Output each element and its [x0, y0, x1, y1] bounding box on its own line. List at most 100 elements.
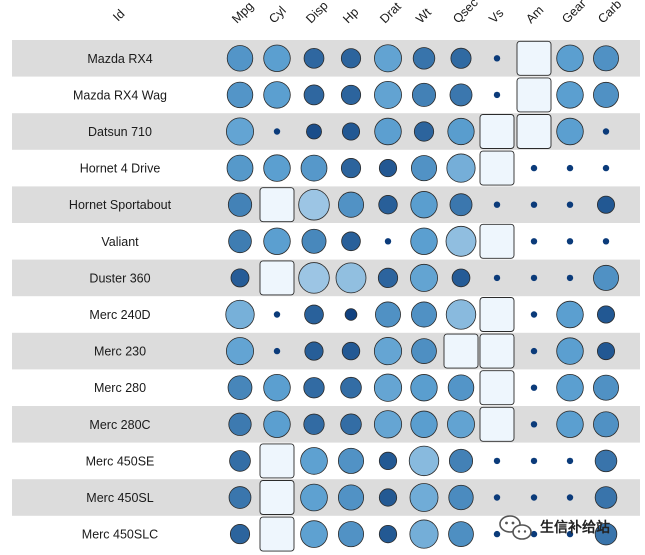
cell-mark-cyl — [263, 154, 291, 182]
cell-mark-drat — [378, 159, 398, 178]
cell-mark-disp — [304, 341, 324, 361]
cell-mark-cyl — [273, 311, 281, 318]
cell-mark-vs — [493, 91, 501, 99]
cell-mark-mpg — [227, 192, 253, 217]
cell-mark-disp — [303, 413, 325, 435]
cell-mark-mpg — [230, 268, 250, 288]
cell-mark-hp — [340, 413, 362, 436]
cell-mark-am — [530, 274, 538, 282]
cell-mark-gear — [566, 274, 574, 282]
cell-mark-gear — [566, 164, 574, 172]
cell-mark-am — [516, 40, 552, 76]
cell-mark-mpg — [226, 81, 254, 109]
cell-mark-hp — [341, 122, 361, 141]
row-label: Merc 450SLC — [82, 528, 158, 542]
column-label-vs: Vs — [486, 6, 506, 26]
row-label: Mazda RX4 — [87, 52, 152, 66]
cell-mark-cyl — [259, 516, 295, 552]
cell-mark-hp — [337, 191, 365, 218]
row-label: Hornet Sportabout — [69, 198, 172, 212]
cell-mark-am — [530, 238, 538, 245]
cell-mark-vs — [493, 530, 501, 538]
cell-mark-am — [530, 164, 538, 172]
row-label: Merc 230 — [94, 345, 146, 359]
cell-mark-hp — [337, 447, 365, 474]
cell-mark-carb — [593, 374, 619, 401]
cell-mark-qsec — [448, 448, 474, 473]
cell-mark-cyl — [263, 44, 291, 73]
cell-mark-drat — [373, 337, 403, 366]
cell-mark-carb — [594, 522, 618, 546]
cell-mark-drat — [374, 80, 402, 109]
cell-mark-carb — [593, 81, 619, 108]
cell-mark-cyl — [263, 81, 291, 109]
cell-mark-disp — [303, 377, 325, 399]
cell-mark-mpg — [228, 229, 252, 254]
cell-mark-vs — [479, 370, 515, 406]
watermark: 生信补给站 — [499, 515, 610, 540]
cell-mark-cyl — [259, 443, 295, 479]
row-label: Merc 450SL — [86, 491, 153, 505]
cell-mark-cyl — [273, 128, 281, 135]
column-label-carb: Carb — [595, 0, 624, 26]
cell-mark-hp — [335, 262, 367, 294]
cell-mark-am — [530, 201, 538, 208]
column-label-gear: Gear — [559, 0, 589, 26]
cell-mark-mpg — [226, 154, 254, 182]
cell-mark-qsec — [448, 484, 474, 511]
cell-mark-mpg — [225, 299, 255, 330]
cell-mark-vs — [493, 201, 501, 208]
cell-mark-drat — [373, 410, 403, 439]
row-label: Merc 280 — [94, 381, 146, 395]
cell-mark-cyl — [259, 260, 295, 296]
cell-mark-disp — [303, 47, 325, 69]
cell-mark-mpg — [226, 337, 254, 366]
row-labels: Mazda RX4 Mazda RX4 Wag Datsun 710 Hornet 4… — [69, 52, 172, 542]
cell-mark-vs — [493, 494, 501, 501]
row-label: Duster 360 — [89, 271, 150, 285]
cell-mark-carb — [602, 128, 610, 135]
row-label: Merc 280C — [89, 418, 150, 432]
cell-mark-qsec — [445, 299, 477, 330]
cell-mark-disp — [298, 262, 330, 294]
cell-mark-disp — [304, 304, 324, 325]
cell-mark-gear — [566, 530, 574, 538]
cell-mark-cyl — [259, 187, 295, 223]
cell-mark-gear — [556, 337, 584, 365]
cell-mark-vs — [493, 274, 501, 282]
column-label-qsec: Qsec — [450, 0, 481, 26]
cell-mark-qsec — [447, 410, 475, 439]
cell-mark-drat — [374, 44, 402, 73]
cell-mark-drat — [378, 195, 398, 215]
cell-mark-vs — [479, 297, 515, 332]
cell-mark-hp — [340, 376, 362, 399]
cell-mark-mpg — [228, 486, 252, 509]
cell-mark-hp — [341, 231, 361, 252]
column-label-wt: Wt — [413, 5, 434, 26]
cell-mark-wt — [413, 121, 435, 142]
cell-mark-qsec — [448, 521, 474, 547]
cell-mark-wt — [411, 82, 437, 107]
cell-mark-hp — [340, 48, 362, 69]
cell-mark-am — [530, 457, 538, 465]
cell-mark-hp — [344, 308, 358, 321]
cell-mark-wt — [411, 301, 437, 328]
row-label: Datsun 710 — [88, 125, 152, 139]
cell-mark-qsec — [451, 268, 471, 288]
watermark-text: 生信补给站 — [540, 519, 610, 536]
cell-mark-mpg — [228, 412, 252, 436]
cell-mark-mpg — [226, 45, 254, 72]
column-label-disp: Disp — [303, 0, 331, 26]
cell-mark-drat — [374, 117, 402, 146]
column-label-hp: Hp — [340, 5, 361, 26]
cell-mark-carb — [594, 486, 618, 509]
cell-mark-drat — [373, 373, 403, 402]
cell-mark-carb — [593, 411, 619, 438]
cell-mark-mpg — [229, 450, 251, 472]
column-label-cyl: Cyl — [266, 3, 289, 26]
cell-mark-disp — [300, 447, 328, 475]
row-label: Valiant — [101, 235, 139, 249]
cell-mark-cyl — [259, 480, 295, 515]
column-label-drat: Drat — [377, 0, 404, 26]
cell-mark-qsec — [449, 193, 473, 217]
